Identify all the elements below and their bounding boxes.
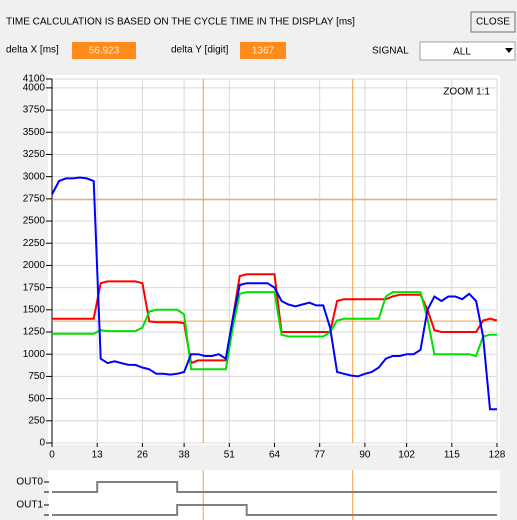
x-tick-label: 128 <box>489 450 506 461</box>
signal-name: OUT0 <box>16 477 43 488</box>
y-tick-label: 3000 <box>23 171 46 182</box>
y-tick-label: 750 <box>28 371 45 382</box>
y-tick-label: 500 <box>28 393 45 404</box>
delta-x-box <box>72 42 136 59</box>
signal-line <box>51 176 497 411</box>
x-tick-label: 115 <box>444 450 460 461</box>
y-tick-label: 4100 <box>23 74 46 85</box>
y-tick-label: 2000 <box>23 260 46 271</box>
main-chart: 0 250 500 750 1000 1250 1500 1750 2000 2250 2500 27… <box>23 74 506 520</box>
y-tick-label: 250 <box>28 415 45 426</box>
dropdown-arrow[interactable] <box>505 48 513 53</box>
y-tick-label: 3250 <box>23 149 46 160</box>
delta-y-label: delta Y [digit] <box>171 45 229 56</box>
y-tick-label: 2750 <box>23 193 46 204</box>
delta-y-value: 1367 <box>252 46 275 57</box>
x-tick-label: 64 <box>269 450 281 461</box>
y-tick-label: 1000 <box>23 349 46 360</box>
x-tick-label: 0 <box>49 450 55 461</box>
signal-dropdown[interactable] <box>419 41 516 61</box>
y-tick-label: 2500 <box>23 216 46 227</box>
close-button[interactable] <box>470 11 516 33</box>
signal-line <box>52 291 497 371</box>
x-tick-label: 38 <box>179 450 191 461</box>
signal-name: OUT1 <box>16 500 43 511</box>
delta-x-label: delta X [ms] <box>6 45 59 56</box>
y-tick-label: 4000 <box>23 83 46 94</box>
y-tick-label: 0 <box>39 438 45 449</box>
digital-trace <box>52 504 497 516</box>
digital-chart: OUT0 OUT1 <box>16 477 497 516</box>
signal-label: SIGNAL <box>372 46 409 57</box>
x-tick-label: 102 <box>398 450 415 461</box>
x-tick-label: 77 <box>314 450 326 461</box>
x-tick-label: 51 <box>224 450 236 461</box>
x-tick-label: 13 <box>92 450 104 461</box>
signal-value[interactable]: ALL <box>453 47 471 58</box>
y-tick-label: 3500 <box>23 127 46 138</box>
title: TIME CALCULATION IS BASED ON THE CYCLE T… <box>6 17 355 28</box>
close-label[interactable]: CLOSE <box>476 17 510 28</box>
y-tick-label: 1250 <box>23 327 46 338</box>
y-tick-label: 3750 <box>23 105 46 116</box>
digital-trace <box>52 481 497 493</box>
y-tick-label: 2250 <box>23 238 46 249</box>
y-tick-label: 1500 <box>23 304 46 315</box>
digital-plot-area <box>48 470 500 520</box>
y-tick-label: 1750 <box>23 282 46 293</box>
x-tick-label: 26 <box>137 450 149 461</box>
x-tick-label: 90 <box>359 450 371 461</box>
delta-y-box <box>240 42 286 59</box>
delta-x-value: 56.923 <box>89 46 120 57</box>
annotation: ZOOM 1:1 <box>443 87 490 98</box>
